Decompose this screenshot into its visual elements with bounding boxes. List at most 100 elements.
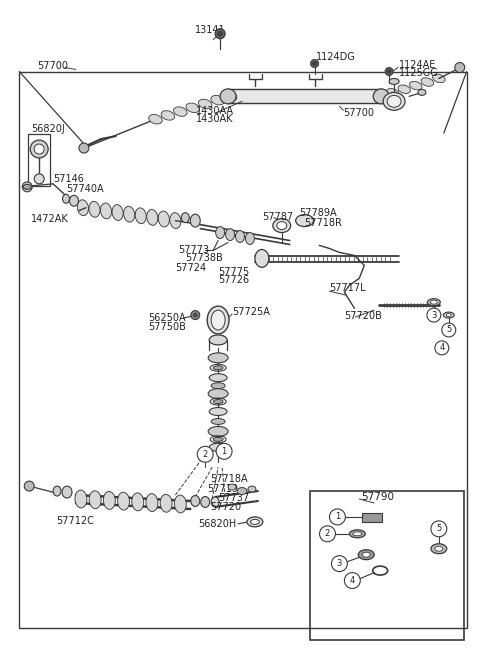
- Ellipse shape: [251, 519, 259, 525]
- Ellipse shape: [446, 314, 451, 316]
- Ellipse shape: [160, 494, 172, 512]
- Ellipse shape: [135, 208, 146, 223]
- Circle shape: [385, 67, 393, 76]
- Text: 1430AK: 1430AK: [196, 114, 234, 125]
- Text: 1124DG: 1124DG: [315, 51, 355, 61]
- Bar: [362, 513, 382, 522]
- Circle shape: [431, 521, 447, 537]
- Text: 4: 4: [350, 576, 355, 585]
- Circle shape: [22, 182, 32, 192]
- Circle shape: [79, 143, 89, 153]
- Ellipse shape: [209, 335, 227, 345]
- Ellipse shape: [100, 203, 111, 219]
- Ellipse shape: [427, 299, 440, 306]
- Text: 57718R: 57718R: [305, 217, 343, 227]
- Circle shape: [442, 323, 456, 337]
- Text: 3: 3: [337, 559, 342, 568]
- Ellipse shape: [431, 300, 437, 304]
- Circle shape: [216, 444, 232, 459]
- Ellipse shape: [358, 550, 374, 559]
- Ellipse shape: [53, 486, 61, 496]
- Ellipse shape: [375, 92, 387, 101]
- Ellipse shape: [146, 494, 158, 511]
- Ellipse shape: [248, 486, 256, 492]
- Ellipse shape: [213, 366, 223, 370]
- Circle shape: [311, 59, 319, 67]
- Ellipse shape: [398, 85, 410, 94]
- Text: 57738B: 57738B: [185, 254, 223, 264]
- Text: 56820J: 56820J: [31, 124, 65, 134]
- Text: 57775: 57775: [218, 268, 250, 277]
- Ellipse shape: [296, 215, 313, 227]
- Ellipse shape: [349, 530, 365, 538]
- Text: 57787: 57787: [262, 212, 293, 221]
- Ellipse shape: [118, 492, 130, 510]
- Ellipse shape: [245, 233, 254, 244]
- Bar: [19, 72, 467, 628]
- Text: 1: 1: [335, 513, 340, 521]
- Text: 5: 5: [436, 525, 442, 533]
- Ellipse shape: [112, 205, 123, 221]
- Circle shape: [320, 526, 336, 542]
- Ellipse shape: [373, 89, 389, 104]
- Ellipse shape: [62, 486, 72, 498]
- Ellipse shape: [208, 353, 228, 363]
- Text: 2: 2: [325, 529, 330, 538]
- Text: 57773: 57773: [179, 245, 209, 256]
- Ellipse shape: [213, 399, 223, 403]
- Bar: [310, 491, 464, 640]
- Ellipse shape: [207, 306, 229, 334]
- Circle shape: [217, 31, 223, 36]
- Ellipse shape: [181, 213, 189, 223]
- Circle shape: [427, 308, 441, 322]
- Ellipse shape: [223, 92, 237, 101]
- Text: 1430AA: 1430AA: [196, 106, 234, 116]
- Ellipse shape: [186, 103, 200, 113]
- Ellipse shape: [211, 96, 225, 105]
- Circle shape: [24, 481, 34, 491]
- Text: 57789A: 57789A: [300, 208, 337, 217]
- Ellipse shape: [209, 444, 227, 451]
- Text: 57700: 57700: [37, 61, 68, 71]
- Text: 57740A: 57740A: [66, 184, 104, 194]
- Ellipse shape: [236, 231, 244, 243]
- Ellipse shape: [161, 111, 175, 120]
- Ellipse shape: [237, 488, 247, 494]
- Ellipse shape: [149, 115, 162, 124]
- Text: 57724: 57724: [175, 264, 206, 273]
- Text: 57750B: 57750B: [148, 322, 186, 332]
- Ellipse shape: [255, 250, 269, 268]
- Circle shape: [344, 573, 360, 588]
- Ellipse shape: [209, 407, 227, 415]
- Text: 5: 5: [446, 326, 451, 335]
- Text: 57725A: 57725A: [232, 307, 270, 317]
- Ellipse shape: [220, 89, 236, 104]
- Text: 56820H: 56820H: [198, 519, 237, 529]
- Ellipse shape: [174, 495, 186, 513]
- Ellipse shape: [103, 492, 115, 509]
- Circle shape: [215, 29, 225, 39]
- Ellipse shape: [247, 517, 263, 527]
- Text: 57712C: 57712C: [56, 516, 94, 526]
- Ellipse shape: [383, 92, 405, 110]
- Ellipse shape: [211, 310, 225, 330]
- Ellipse shape: [124, 206, 135, 222]
- Ellipse shape: [277, 221, 287, 229]
- Ellipse shape: [418, 90, 426, 96]
- Circle shape: [435, 341, 449, 355]
- Ellipse shape: [362, 552, 370, 557]
- Circle shape: [191, 310, 200, 320]
- Text: 1472AK: 1472AK: [31, 214, 69, 223]
- Polygon shape: [228, 90, 381, 103]
- Ellipse shape: [387, 96, 401, 107]
- Ellipse shape: [77, 200, 88, 215]
- Text: 57720B: 57720B: [344, 311, 382, 321]
- Ellipse shape: [62, 194, 70, 203]
- Text: 57720: 57720: [210, 502, 241, 512]
- Circle shape: [455, 63, 465, 72]
- Text: 56250A: 56250A: [148, 313, 186, 323]
- Ellipse shape: [273, 219, 291, 233]
- Ellipse shape: [174, 107, 187, 117]
- Circle shape: [332, 556, 348, 571]
- Ellipse shape: [216, 227, 225, 239]
